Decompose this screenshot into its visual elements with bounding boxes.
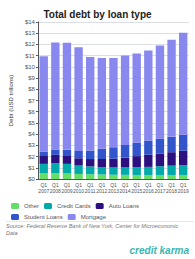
- svg-text:2016: 2016: [143, 188, 154, 194]
- svg-text:Q1: Q1: [168, 182, 175, 188]
- svg-text:$1: $1: [28, 165, 35, 171]
- svg-text:Q1: Q1: [145, 182, 152, 188]
- svg-text:2010: 2010: [73, 188, 84, 194]
- svg-text:2019: 2019: [178, 188, 189, 194]
- svg-text:2015: 2015: [131, 188, 142, 194]
- svg-text:$4: $4: [28, 131, 35, 137]
- svg-text:Q1: Q1: [179, 182, 187, 188]
- svg-text:Student Loans: Student Loans: [24, 214, 63, 220]
- svg-text:2012: 2012: [96, 188, 107, 194]
- svg-text:Other: Other: [24, 203, 39, 209]
- svg-text:$14: $14: [25, 19, 36, 25]
- svg-text:2011: 2011: [85, 188, 96, 194]
- svg-text:2018: 2018: [166, 188, 177, 194]
- svg-text:$7: $7: [28, 98, 35, 104]
- svg-text:$9: $9: [28, 75, 35, 81]
- svg-text:Q1: Q1: [63, 182, 71, 188]
- svg-text:$2: $2: [28, 154, 35, 160]
- svg-text:2009: 2009: [61, 188, 72, 194]
- svg-text:Q1: Q1: [156, 182, 164, 188]
- svg-text:$3: $3: [28, 142, 35, 148]
- svg-text:Source: Federal Reserve Bank o: Source: Federal Reserve Bank of New York…: [6, 223, 180, 229]
- svg-text:Credit Cards: Credit Cards: [57, 203, 91, 209]
- svg-text:$12: $12: [25, 41, 36, 47]
- svg-text:2017: 2017: [154, 188, 165, 194]
- svg-text:Q1: Q1: [110, 182, 117, 188]
- svg-text:$0: $0: [28, 176, 35, 182]
- svg-text:Total debt by loan type: Total debt by loan type: [43, 9, 152, 20]
- svg-text:Q1: Q1: [121, 182, 129, 188]
- svg-text:Q1: Q1: [133, 182, 140, 188]
- svg-text:$6: $6: [28, 109, 35, 115]
- svg-text:Data: Data: [6, 230, 18, 236]
- svg-text:2014: 2014: [120, 188, 131, 194]
- svg-text:$5: $5: [28, 120, 35, 126]
- svg-text:$11: $11: [25, 53, 35, 59]
- svg-text:$10: $10: [25, 64, 36, 70]
- svg-text:Q1: Q1: [75, 182, 82, 188]
- svg-text:2007: 2007: [38, 188, 49, 194]
- svg-text:Auto Loans: Auto Loans: [109, 203, 139, 209]
- svg-text:$13: $13: [25, 30, 36, 36]
- svg-text:Mortgage: Mortgage: [81, 214, 107, 220]
- svg-text:Debt (USD trillions): Debt (USD trillions): [8, 75, 14, 126]
- svg-text:Q1: Q1: [98, 182, 106, 188]
- svg-text:Q1: Q1: [86, 182, 94, 188]
- svg-text:credit karma: credit karma: [130, 245, 190, 256]
- svg-text:$8: $8: [28, 86, 35, 92]
- svg-text:Q1: Q1: [52, 182, 59, 188]
- svg-text:Q1: Q1: [40, 182, 48, 188]
- svg-text:2008: 2008: [50, 188, 61, 194]
- svg-text:2013: 2013: [108, 188, 119, 194]
